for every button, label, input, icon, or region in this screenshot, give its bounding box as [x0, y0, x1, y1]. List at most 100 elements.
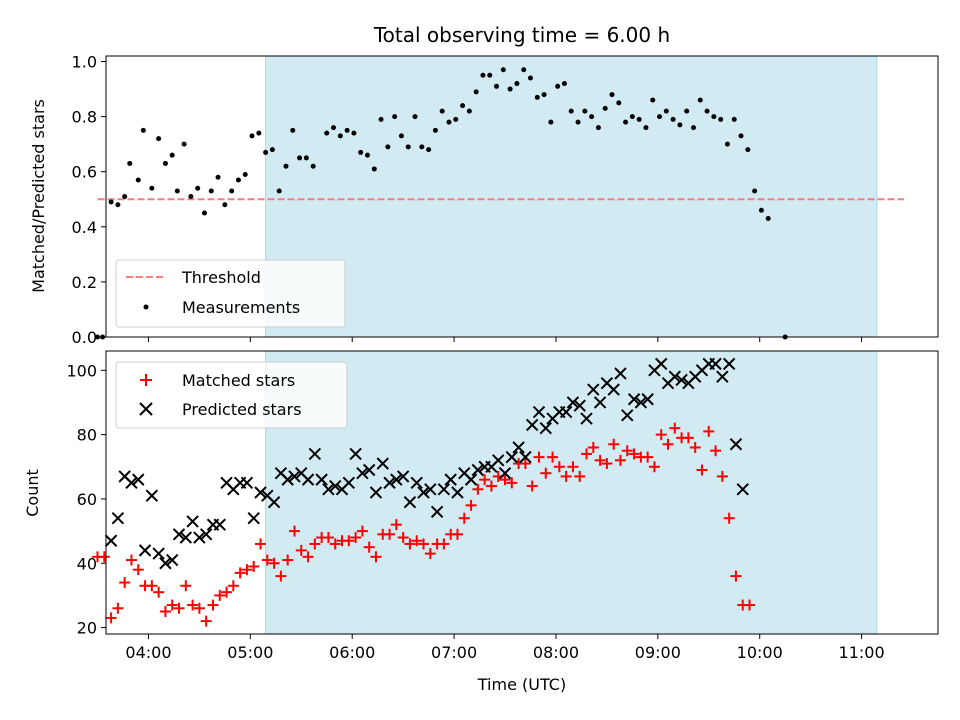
matched-star-point [526, 480, 538, 492]
measurement-point [561, 81, 567, 87]
predicted-star-point [281, 473, 294, 486]
matched-star-point [642, 451, 654, 463]
matched-star-point [628, 448, 640, 460]
matched-star-point [350, 532, 362, 544]
predicted-star-point [254, 486, 267, 499]
predicted-star-point [267, 495, 281, 509]
matched-star-point [730, 570, 742, 582]
matched-star-point [397, 532, 409, 544]
y-tick-label: 0.6 [72, 163, 97, 182]
predicted-star-point [424, 483, 437, 496]
matched-star-point [418, 538, 430, 550]
bottom-x-ticks: 04:00 05:00 06:00 07:00 08:00 09:00 10:00 11:00 [125, 634, 885, 662]
measurement-point [181, 141, 187, 147]
predicted-star-point [166, 553, 179, 567]
measurement-point [174, 188, 180, 194]
measurement-point [412, 114, 418, 120]
predicted-star-point [396, 470, 410, 483]
measurement-point [765, 216, 771, 222]
matched-star-point [363, 541, 375, 553]
measurement-point [115, 202, 121, 208]
matched-star-point [601, 458, 613, 470]
matched-star-point [200, 615, 212, 627]
measurement-point [623, 119, 629, 125]
matched-star-point [105, 612, 117, 624]
predicted-star-point [403, 495, 417, 509]
matched-star-point [248, 560, 260, 572]
measurement-point [324, 130, 330, 136]
matched-star-point [540, 467, 552, 479]
predicted-star-point [505, 450, 519, 464]
top-legend: Threshold Measurements [115, 259, 346, 328]
predicted-star-point [199, 528, 213, 541]
measurement-point [419, 144, 425, 150]
matched-star-point [553, 461, 565, 473]
bottom-observing-span [265, 351, 877, 634]
bottom-legend-box [115, 361, 348, 429]
predicted-star-point [627, 393, 641, 406]
predicted-star-point [111, 512, 125, 525]
measurement-point [358, 149, 364, 155]
matched-star-point [614, 454, 626, 466]
y-tick-label: 1.0 [72, 53, 97, 72]
measurement-point [663, 108, 669, 114]
bottom-y-ticks: 20 40 60 80 100 [66, 361, 106, 638]
measurement-point [500, 67, 506, 73]
predicted-star-point [634, 396, 648, 409]
measurement-point [697, 97, 703, 103]
measurement-point [222, 202, 228, 208]
matched-star-point [282, 554, 294, 566]
measurement-point [108, 199, 114, 205]
predicted-star-point [464, 473, 478, 486]
bottom-plot-marks [92, 351, 878, 634]
predicted-star-point [213, 518, 226, 531]
matched-star-point [560, 470, 572, 482]
measurement-point [718, 116, 724, 122]
matched-star-point [159, 605, 171, 617]
matched-star-point [119, 577, 131, 589]
measurement-point [568, 108, 574, 114]
measurement-point [643, 125, 649, 131]
measurement-point [256, 130, 262, 136]
predicted-star-point [519, 450, 532, 464]
measurement-point [432, 127, 438, 133]
x-tick-label: 05:00 [227, 643, 273, 662]
predicted-star-point [104, 534, 118, 547]
matched-star-point [472, 483, 484, 495]
measurement-point [629, 114, 635, 120]
measurement-point [527, 75, 533, 81]
measurement-point [235, 177, 241, 183]
predicted-star-point [525, 418, 539, 432]
predicted-star-point [559, 405, 573, 419]
predicted-star-point [349, 447, 362, 461]
legend-predicted-label: Predicted stars [182, 400, 302, 419]
predicted-star-point [430, 505, 444, 519]
matched-star-point [567, 461, 579, 473]
measurement-point [480, 72, 486, 78]
measurement-point [392, 114, 398, 120]
matched-star-point [479, 474, 491, 486]
matched-star-point [703, 425, 715, 437]
measurement-point [731, 116, 737, 122]
chart-title: Total observing time = 6.00 h [373, 23, 670, 47]
predicted-star-point [329, 479, 342, 493]
measurement-point [752, 188, 758, 194]
measurement-point [351, 130, 357, 136]
measurement-point [344, 127, 350, 133]
measurement-point [378, 116, 384, 122]
measurement-point [188, 194, 194, 199]
measurement-point [446, 119, 452, 125]
measurement-point [263, 149, 269, 155]
legend-measurements-swatch [143, 304, 149, 310]
measurement-point [242, 171, 248, 177]
matched-star-point [146, 580, 158, 592]
matched-star-point [744, 599, 756, 611]
measurement-point [269, 147, 275, 153]
measurement-point [595, 125, 601, 131]
predicted-star-point [376, 457, 389, 470]
bottom-axes-frame [105, 350, 939, 635]
measurement-point [127, 160, 133, 166]
predicted-star-point [390, 473, 403, 486]
matched-star-point [112, 602, 124, 614]
predicted-star-point [492, 454, 505, 467]
